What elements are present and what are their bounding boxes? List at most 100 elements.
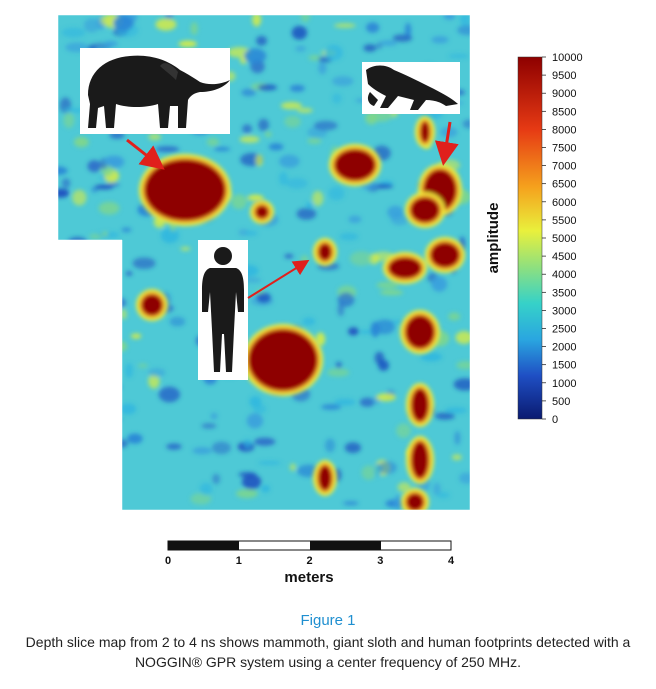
- anomaly-core: [389, 258, 421, 278]
- texture-blob: [98, 320, 116, 336]
- texture-blob: [374, 351, 385, 365]
- anomaly-core: [412, 442, 428, 478]
- texture-blob: [104, 417, 123, 422]
- texture-blob: [58, 308, 70, 315]
- texture-blob: [431, 36, 449, 44]
- texture-blob: [210, 412, 218, 420]
- colorbar-tick-label: 7000: [552, 161, 576, 173]
- texture-blob: [324, 44, 343, 61]
- texture-blob: [335, 361, 342, 369]
- colorbar-gradient: [517, 56, 543, 420]
- texture-blob: [137, 363, 148, 368]
- texture-blob: [63, 108, 85, 113]
- texture-blob: [61, 419, 74, 434]
- texture-blob: [261, 484, 270, 493]
- texture-blob: [289, 463, 297, 472]
- colorbar-tick-label: 10000: [552, 52, 583, 64]
- scale-bar-tick-label: 2: [306, 555, 312, 567]
- colorbar-tick-label: 5000: [552, 233, 576, 245]
- texture-blob: [247, 194, 264, 201]
- texture-blob: [321, 404, 342, 410]
- texture-blob: [235, 489, 258, 499]
- texture-blob: [94, 299, 119, 309]
- texture-blob: [444, 406, 468, 414]
- texture-blob: [342, 501, 359, 506]
- texture-blob: [448, 312, 461, 321]
- texture-blob: [85, 322, 110, 339]
- colorbar-tick-label: 9000: [552, 88, 576, 100]
- texture-blob: [211, 441, 231, 455]
- texture-blob: [241, 88, 256, 97]
- texture-blob: [101, 461, 118, 476]
- texture-blob: [242, 124, 253, 134]
- scale-bar-tick-label: 1: [236, 555, 242, 567]
- texture-blob: [164, 15, 174, 19]
- mammoth-silhouette: [80, 48, 230, 134]
- texture-blob: [257, 460, 282, 465]
- texture-blob: [244, 230, 258, 237]
- colorbar-tick-label: 500: [552, 396, 570, 408]
- texture-blob: [366, 22, 380, 33]
- colorbar-tick-label: 6000: [552, 197, 576, 209]
- texture-blob: [190, 493, 212, 505]
- texture-blob: [155, 18, 177, 31]
- texture-blob: [70, 251, 92, 265]
- texture-blob: [72, 452, 91, 457]
- texture-blob: [256, 292, 272, 303]
- texture-blob: [110, 297, 127, 309]
- texture-blob: [296, 207, 317, 220]
- colorbar-tick-label: 7500: [552, 143, 576, 155]
- texture-blob: [349, 251, 373, 266]
- texture-blob: [361, 465, 376, 480]
- texture-blob: [307, 137, 322, 145]
- texture-blob: [359, 397, 375, 407]
- texture-blob: [107, 182, 120, 187]
- colorbar-label: amplitude: [485, 203, 502, 274]
- colorbar-tick-label: 0: [552, 414, 558, 426]
- texture-blob: [166, 443, 182, 450]
- texture-blob: [101, 231, 109, 237]
- scale-bar-label: meters: [284, 569, 333, 586]
- texture-blob: [455, 330, 470, 344]
- texture-blob: [94, 443, 105, 452]
- texture-blob: [206, 137, 219, 147]
- texture-blob: [119, 403, 137, 415]
- texture-blob: [148, 373, 160, 389]
- texture-blob: [192, 447, 212, 455]
- texture-blob: [178, 40, 198, 48]
- texture-blob: [256, 35, 268, 46]
- texture-blob: [58, 382, 69, 396]
- texture-blob: [264, 131, 272, 138]
- texture-blob: [96, 367, 119, 382]
- texture-blob: [453, 378, 470, 391]
- texture-blob: [397, 482, 411, 493]
- texture-blob: [58, 397, 72, 411]
- texture-blob: [462, 119, 470, 129]
- texture-blob: [72, 189, 87, 206]
- texture-blob: [376, 393, 396, 402]
- texture-blob: [339, 232, 359, 241]
- anomaly-core: [431, 243, 459, 267]
- texture-blob: [257, 84, 278, 91]
- texture-blob: [121, 227, 132, 233]
- texture-blob: [396, 423, 412, 438]
- texture-blob: [199, 482, 213, 496]
- texture-blob: [279, 154, 300, 168]
- texture-blob: [100, 394, 117, 403]
- texture-blob: [73, 136, 89, 148]
- texture-blob: [337, 292, 355, 307]
- anomaly-core: [411, 198, 439, 222]
- colorbar-ticks: 1000095009000850080007500700065006000550…: [542, 52, 583, 426]
- texture-blob: [148, 368, 166, 377]
- texture-blob: [431, 276, 448, 292]
- texture-blob: [243, 48, 267, 64]
- texture-blob: [213, 147, 231, 152]
- texture-blob: [160, 227, 180, 244]
- texture-blob: [61, 178, 71, 189]
- texture-blob: [344, 442, 362, 454]
- texture-blob: [98, 441, 120, 449]
- texture-blob: [238, 472, 257, 477]
- texture-blob: [434, 412, 455, 420]
- texture-blob: [347, 327, 359, 336]
- colorbar-tick-label: 1500: [552, 360, 576, 372]
